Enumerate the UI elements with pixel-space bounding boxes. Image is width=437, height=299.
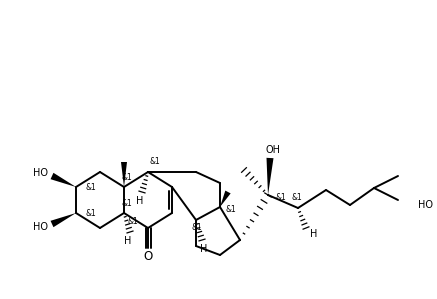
- Text: &1: &1: [86, 182, 97, 191]
- Text: H: H: [310, 229, 318, 239]
- Text: &1: &1: [122, 173, 133, 181]
- Text: H: H: [124, 236, 132, 246]
- Text: &1: &1: [86, 208, 97, 217]
- Text: O: O: [143, 251, 153, 263]
- Text: &1: &1: [128, 216, 139, 225]
- Text: HO: HO: [33, 222, 48, 232]
- Text: &1: &1: [276, 193, 287, 202]
- Text: &1: &1: [191, 223, 202, 233]
- Text: HO: HO: [33, 168, 48, 178]
- Text: &1: &1: [292, 193, 303, 202]
- Polygon shape: [121, 162, 127, 187]
- Text: &1: &1: [122, 199, 133, 208]
- Text: &1: &1: [225, 205, 236, 213]
- Text: H: H: [200, 244, 208, 254]
- Polygon shape: [220, 190, 231, 207]
- Polygon shape: [51, 173, 76, 187]
- Text: &1: &1: [150, 158, 161, 167]
- Text: HO: HO: [418, 200, 433, 210]
- Polygon shape: [51, 213, 76, 227]
- Text: H: H: [136, 196, 144, 206]
- Text: OH: OH: [266, 145, 281, 155]
- Polygon shape: [267, 158, 274, 195]
